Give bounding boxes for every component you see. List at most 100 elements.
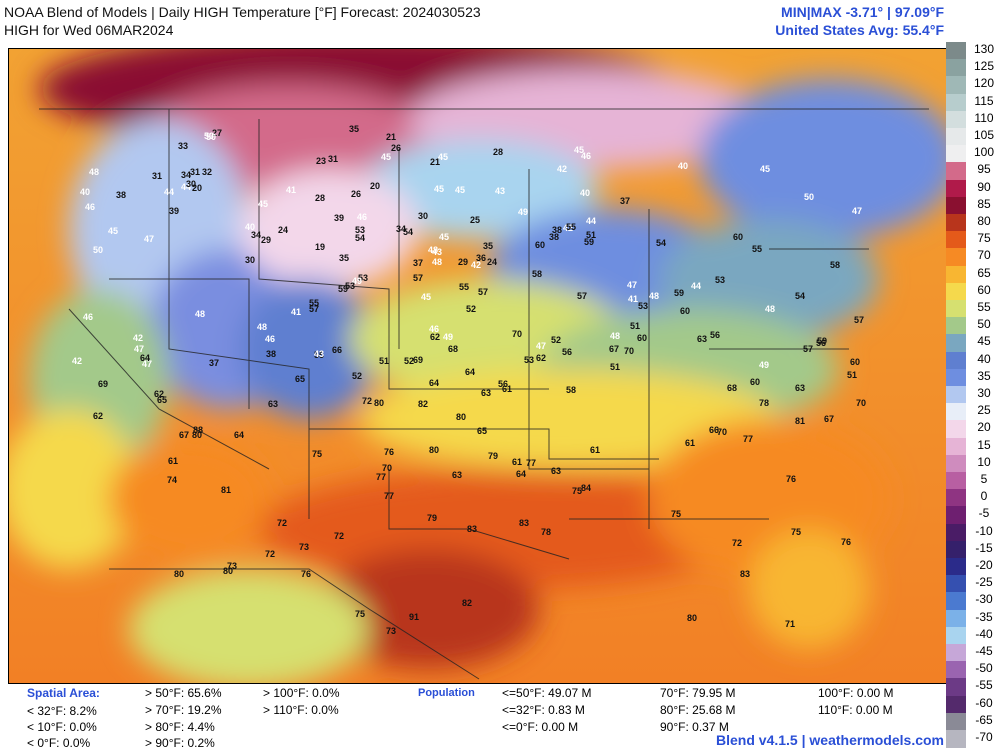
temperature-value-label: 53 xyxy=(715,275,725,285)
colorbar-segment xyxy=(946,403,966,421)
temperature-value-label: 55 xyxy=(752,244,762,254)
colorbar-tick-label: -35 xyxy=(975,609,993,624)
temperature-value-label: 43 xyxy=(495,186,505,196)
temperature-value-label: 24 xyxy=(487,257,497,267)
temperature-value-label: 75 xyxy=(312,449,322,459)
temperature-value-label: 42 xyxy=(133,333,143,343)
temperature-value-label: 70 xyxy=(624,346,634,356)
temperature-labels: 4244434238342131262627242028373737454948… xyxy=(72,124,866,636)
temperature-value-label: 46 xyxy=(85,202,95,212)
temperature-value-label: 88 xyxy=(193,425,203,435)
temperature-value-label: 21 xyxy=(386,132,396,142)
temperature-value-label: 80 xyxy=(223,566,233,576)
temperature-value-label: 36 xyxy=(476,253,486,263)
temperature-value-label: 40 xyxy=(80,187,90,197)
temperature-value-label: 48 xyxy=(765,304,775,314)
temperature-value-label: 72 xyxy=(362,396,372,406)
temperature-value-label: 64 xyxy=(234,430,244,440)
temperature-value-label: 78 xyxy=(541,527,551,537)
temperature-value-label: 47 xyxy=(134,344,144,354)
temperature-value-label: 42 xyxy=(72,356,82,366)
temperature-value-label: 51 xyxy=(586,230,596,240)
temperature-value-label: 53 xyxy=(638,301,648,311)
temperature-value-label: 60 xyxy=(733,232,743,242)
temperature-value-label: 67 xyxy=(609,344,619,354)
temperature-value-label: 24 xyxy=(278,225,288,235)
temperature-value-label: 76 xyxy=(384,447,394,457)
colorbar-tick-label: 125 xyxy=(973,59,995,74)
temperature-value-label: 30 xyxy=(418,211,428,221)
temperature-value-label: 49 xyxy=(759,360,769,370)
temperature-value-label: 34 xyxy=(251,230,261,240)
temperature-value-label: 77 xyxy=(376,472,386,482)
temperature-value-label: 60 xyxy=(680,306,690,316)
temperature-value-label: 60 xyxy=(535,240,545,250)
temperature-value-label: 37 xyxy=(620,196,630,206)
temperature-value-label: 54 xyxy=(656,238,666,248)
colorbar-segment xyxy=(946,145,966,163)
temperature-value-label: 74 xyxy=(167,475,177,485)
colorbar-tick-label: 60 xyxy=(977,282,991,297)
temperature-value-label: 73 xyxy=(227,561,237,571)
temperature-value-label: 48 xyxy=(649,291,659,301)
temperature-value-label: 68 xyxy=(727,383,737,393)
colorbar-tick-label: 90 xyxy=(977,179,991,194)
colorbar-segment xyxy=(946,454,966,473)
temperature-value-label: 69 xyxy=(413,355,423,365)
temperature-value-label: 58 xyxy=(532,269,542,279)
temperature-value-label: 44 xyxy=(586,216,596,226)
colorbar-tick-label: 115 xyxy=(974,93,994,108)
temperature-value-label: 51 xyxy=(847,370,857,380)
temperature-value-label: 47 xyxy=(852,206,862,216)
temperature-value-label: 40 xyxy=(245,222,255,232)
temperature-value-label: 57 xyxy=(309,304,319,314)
temperature-value-label: 64 xyxy=(429,378,439,388)
colorbar-tick-label: -55 xyxy=(975,678,993,693)
temperature-value-label: 64 xyxy=(516,469,526,479)
colorbar-tick-label: 70 xyxy=(977,248,991,263)
colorbar-tick-label: 75 xyxy=(977,231,991,246)
temperature-value-label: 49 xyxy=(352,276,362,286)
colorbar-segment xyxy=(946,248,966,267)
temperature-value-label: 53 xyxy=(345,281,355,291)
temperature-value-label: 37 xyxy=(209,358,219,368)
colorbar-segment xyxy=(946,368,966,387)
temperature-value-label: 70 xyxy=(382,463,392,473)
temperature-value-label: 41 xyxy=(286,185,296,195)
temperature-value-label: 39 xyxy=(334,213,344,223)
temperature-value-label: 26 xyxy=(351,189,361,199)
colorbar-segment xyxy=(946,300,966,318)
temperature-value-label: 81 xyxy=(221,485,231,495)
temperature-value-label: 68 xyxy=(448,344,458,354)
colorbar-segment xyxy=(946,695,966,714)
temperature-value-label: 30 xyxy=(245,255,255,265)
spatial-col2-0: > 50°F: 65.6% xyxy=(145,686,222,700)
temperature-value-label: 80 xyxy=(456,412,466,422)
colorbar-segment xyxy=(946,334,966,353)
temperature-value-label: 66 xyxy=(332,345,342,355)
temperature-value-label: 31 xyxy=(190,167,200,177)
temperature-value-label: 42 xyxy=(563,223,573,233)
temperature-value-label: 50 xyxy=(206,132,216,142)
temperature-value-label: 57 xyxy=(803,344,813,354)
temperature-value-label: 54 xyxy=(403,227,413,237)
colorbar-segment xyxy=(946,386,966,404)
colorbar-segment xyxy=(946,678,966,697)
temperature-value-label: 54 xyxy=(355,233,365,243)
temperature-value-label: 80 xyxy=(374,398,384,408)
temperature-value-label: 29 xyxy=(458,257,468,267)
temperature-value-label: 39 xyxy=(169,206,179,216)
temperature-value-label: 47 xyxy=(144,234,154,244)
colorbar-tick-label: -20 xyxy=(975,558,993,572)
temperature-value-label: 25 xyxy=(470,215,480,225)
population-col6-1: 110°F: 0.00 M xyxy=(818,703,893,717)
colorbar-segment xyxy=(946,644,966,662)
colorbar-segment xyxy=(946,712,966,731)
temperature-value-label: 81 xyxy=(795,416,805,426)
spatial-area-title: Spatial Area: xyxy=(27,686,100,700)
temperature-value-label: 61 xyxy=(685,438,695,448)
temperature-value-label: 43 xyxy=(432,247,442,257)
temperature-value-label: 58 xyxy=(830,260,840,270)
colorbar-tick-label: 30 xyxy=(977,386,991,400)
temperature-value-label: 49 xyxy=(518,207,528,217)
